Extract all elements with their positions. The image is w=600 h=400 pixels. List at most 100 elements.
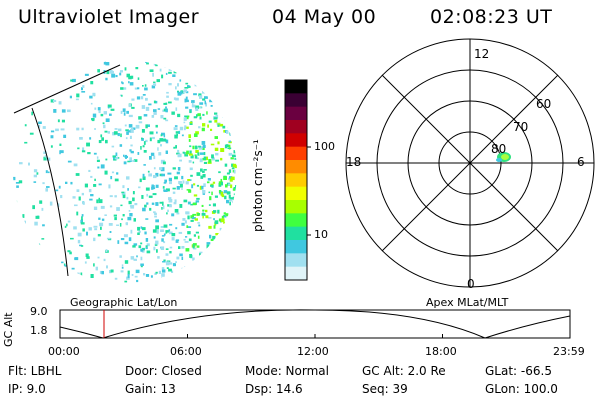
uv-pixel xyxy=(199,252,201,256)
uv-pixel xyxy=(71,267,75,270)
uv-pixel xyxy=(17,66,20,70)
uv-pixel xyxy=(197,235,200,239)
uv-pixel xyxy=(165,248,169,250)
uv-pixel xyxy=(202,123,206,127)
uv-pixel xyxy=(218,82,221,86)
uv-pixel xyxy=(107,131,110,134)
colorbar-segment xyxy=(285,160,307,174)
uv-pixel xyxy=(98,183,102,186)
uv-pixel xyxy=(82,85,85,88)
uv-pixel xyxy=(93,225,98,228)
uv-pixel xyxy=(132,245,136,248)
uv-pixel xyxy=(38,124,41,128)
uv-pixel xyxy=(193,183,196,186)
colorbar-segment xyxy=(285,80,307,94)
uv-pixel xyxy=(161,74,164,79)
uv-pixel xyxy=(166,260,171,263)
uv-pixel xyxy=(201,185,204,190)
uv-pixel xyxy=(231,163,234,167)
uv-pixel xyxy=(146,243,150,247)
uv-image xyxy=(13,60,237,284)
uv-pixel xyxy=(149,69,154,72)
colorbar-segment xyxy=(285,213,307,228)
uv-pixel xyxy=(195,149,199,153)
uv-pixel xyxy=(185,106,189,109)
uv-pixel xyxy=(207,124,209,128)
uv-pixel xyxy=(233,169,236,174)
uv-pixel xyxy=(96,199,99,204)
uv-pixel xyxy=(209,99,213,103)
uv-pixel xyxy=(181,134,184,137)
uv-pixel xyxy=(125,222,128,226)
uv-pixel xyxy=(109,270,112,274)
uv-pixel xyxy=(234,79,237,82)
uv-pixel xyxy=(141,105,146,109)
uv-pixel xyxy=(105,249,108,252)
uv-pixel xyxy=(121,94,123,97)
uv-pixel xyxy=(155,184,159,188)
uv-pixel xyxy=(121,82,124,85)
uv-pixel xyxy=(120,238,125,241)
uv-pixel xyxy=(129,157,132,161)
uv-pixel xyxy=(230,132,234,136)
uv-pixel xyxy=(93,206,98,210)
uv-pixel xyxy=(123,154,125,157)
uv-pixel xyxy=(130,150,134,154)
uv-pixel xyxy=(79,244,82,247)
uv-pixel xyxy=(187,215,190,220)
uv-pixel xyxy=(208,217,212,219)
uv-pixel xyxy=(72,196,76,199)
uv-pixel xyxy=(155,271,158,274)
uv-pixel xyxy=(39,74,43,77)
uv-pixel xyxy=(217,123,221,126)
uv-pixel xyxy=(120,110,123,114)
uv-pixel xyxy=(140,256,143,261)
uv-pixel xyxy=(236,246,237,249)
uv-pixel xyxy=(222,125,226,129)
uv-pixel xyxy=(71,282,74,284)
uv-pixel xyxy=(181,267,184,271)
altitude-curve xyxy=(59,309,571,339)
uv-pixel xyxy=(207,181,210,184)
uv-pixel xyxy=(218,247,223,250)
uv-pixel xyxy=(140,226,143,229)
uv-pixel xyxy=(49,201,53,206)
uv-pixel xyxy=(188,189,192,193)
uv-pixel xyxy=(213,218,215,221)
uv-pixel xyxy=(109,113,112,116)
uv-pixel xyxy=(205,215,209,219)
uv-pixel xyxy=(49,62,52,66)
uv-pixel xyxy=(226,72,231,77)
uv-pixel xyxy=(152,136,155,140)
uv-pixel xyxy=(88,227,92,231)
uv-pixel xyxy=(232,120,236,125)
uv-pixel xyxy=(93,282,96,284)
uv-pixel xyxy=(214,220,219,225)
uv-pixel xyxy=(234,281,237,283)
uv-pixel xyxy=(75,98,79,101)
uv-pixel xyxy=(101,271,104,275)
uv-pixel xyxy=(181,246,185,249)
uv-pixel xyxy=(22,214,25,218)
uv-pixel xyxy=(42,182,45,185)
uv-pixel xyxy=(138,116,142,120)
uv-pixel xyxy=(193,234,196,237)
uv-pixel xyxy=(222,114,227,118)
uv-pixel xyxy=(226,130,229,134)
uv-pixel xyxy=(154,272,157,275)
uv-pixel xyxy=(232,84,234,87)
uv-pixel xyxy=(114,195,117,198)
uv-pixel xyxy=(184,241,189,243)
uv-pixel xyxy=(47,171,50,174)
uv-pixel xyxy=(227,100,230,103)
uv-pixel xyxy=(24,141,28,144)
uv-pixel xyxy=(141,195,144,199)
uv-pixel xyxy=(179,126,184,131)
uv-pixel xyxy=(60,128,65,131)
info-mode: Mode: Normal xyxy=(245,364,329,378)
uv-pixel xyxy=(231,265,236,270)
uv-pixel xyxy=(109,205,113,208)
uv-pixel xyxy=(145,187,150,191)
uv-pixel xyxy=(205,275,210,278)
uv-pixel xyxy=(65,181,68,184)
